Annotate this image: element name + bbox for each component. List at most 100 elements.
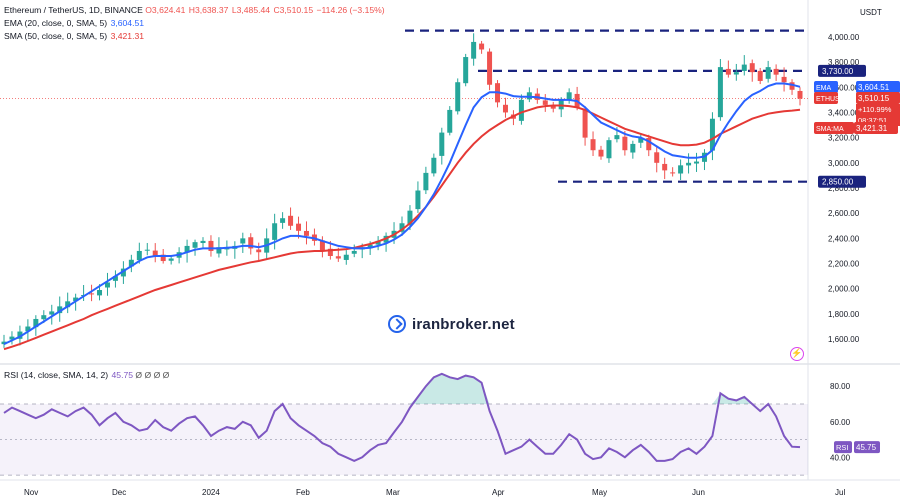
price-tag-name-box [814, 81, 838, 93]
price-tick-label: 2,000.00 [828, 285, 860, 294]
price-tag-value-box [854, 122, 898, 134]
legend-ohlc: Ethereum / TetherUS, 1D, BINANCE O3,624.… [4, 4, 386, 16]
candle-body [216, 247, 222, 254]
candle-body [120, 268, 126, 277]
candle-body [606, 140, 612, 159]
candle-body [423, 172, 429, 191]
watermark: iranbroker.net [388, 315, 515, 333]
candle-body [447, 109, 453, 133]
candle-body [463, 57, 469, 84]
candle-body [1, 341, 7, 345]
rsi-value: 45.75 [111, 370, 134, 380]
candle-body [168, 258, 174, 261]
candle-body [542, 100, 548, 105]
lightning-icon[interactable]: ⚡ [790, 347, 804, 361]
candle-body [335, 256, 341, 259]
time-tick-label: Apr [492, 488, 505, 497]
level-price-label: 3,730.00 [822, 67, 854, 76]
price-tag-name: ETHUSDT [816, 96, 850, 103]
ema20-line [3, 82, 801, 346]
time-tick-label: 2024 [202, 488, 220, 497]
price-tick-label: 3,600.00 [828, 83, 860, 92]
rsi-tag-name: RSI [836, 443, 849, 452]
rsi-band [0, 404, 808, 476]
rsi-tag-value: 45.75 [856, 443, 877, 452]
price-tick-label: 4,000.00 [828, 33, 860, 42]
price-tick-label: 2,200.00 [828, 260, 860, 269]
close-value: C3,510.15 [273, 5, 314, 15]
candle-body [590, 139, 596, 151]
candle-body [709, 118, 715, 151]
price-tag-value: 3,421.31 [856, 124, 888, 133]
price-tick-label: 1,600.00 [828, 335, 860, 344]
candle-body [455, 82, 461, 112]
candle-body [200, 240, 206, 244]
price-tag-name-box [814, 122, 854, 134]
open-value: O3,624.41 [145, 5, 186, 15]
candle-body [208, 240, 214, 251]
watermark-text: iranbroker.net [412, 315, 515, 333]
rsi-tag-value-box [854, 441, 880, 454]
price-tick-label: 3,000.00 [828, 159, 860, 168]
price-tick-label: 2,800.00 [828, 184, 860, 193]
candle-body [17, 331, 23, 339]
candle-body [518, 99, 524, 121]
candle-body [622, 136, 628, 151]
price-tag-extra-box [856, 115, 900, 126]
candle-body [399, 223, 405, 232]
ema-value: 3,604.51 [110, 18, 145, 28]
price-tag-name-box [814, 92, 838, 104]
price-tag-name: SMA:MA [816, 126, 844, 133]
high-value: H3,638.37 [188, 5, 229, 15]
price-tag-value: 3,510.15 [858, 94, 890, 103]
candle-body [144, 249, 150, 251]
candle-body [415, 190, 421, 210]
candle-body [296, 223, 302, 231]
price-tag-name: EMA [816, 85, 832, 92]
time-tick-label: May [592, 488, 607, 497]
candle-body [256, 249, 262, 253]
legend-ema: EMA (20, close, 0, SMA, 5) 3,604.51 [4, 17, 144, 29]
candle-body [152, 250, 158, 256]
symbol-line: Ethereum / TetherUS, 1D, BINANCE [4, 5, 143, 15]
level-price-tag [818, 64, 866, 77]
candle-body [33, 318, 39, 328]
candle-body [686, 162, 692, 166]
candle-body [192, 242, 198, 248]
candle-body [49, 311, 55, 315]
candle-body [224, 248, 230, 250]
candle-body [327, 248, 333, 256]
candle-body [41, 315, 47, 320]
time-tick-label: Nov [24, 488, 38, 497]
time-tick-label: Jun [692, 488, 705, 497]
candle-body [471, 41, 477, 59]
level-price-label: 2,850.00 [822, 178, 854, 187]
candle-body [73, 297, 79, 302]
candle-body [773, 68, 779, 75]
candle-body [272, 223, 278, 240]
candle-body [351, 250, 357, 254]
candle-body [479, 43, 485, 50]
price-tag-value: 3,604.51 [858, 83, 890, 92]
candle-body [288, 215, 294, 226]
candle-body [439, 132, 445, 156]
candle-body [57, 306, 63, 314]
candle-body [741, 64, 747, 71]
price-tag-extra: +110.99% [858, 105, 892, 114]
candle-body [280, 218, 286, 223]
candle-body [104, 282, 110, 288]
price-tag-extra-box [856, 104, 900, 115]
candle-body [717, 67, 723, 118]
candle-body [725, 68, 731, 75]
time-tick-label: Feb [296, 488, 310, 497]
price-tag-value-box [856, 92, 900, 104]
rsi-tick-label: 40.00 [830, 453, 851, 462]
candle-body [97, 290, 103, 296]
candle-body [670, 172, 676, 174]
price-tag-value-box [856, 81, 900, 93]
candle-body [9, 336, 15, 340]
candle-body [160, 254, 166, 262]
candle-body [375, 240, 381, 245]
candle-body [367, 244, 373, 249]
